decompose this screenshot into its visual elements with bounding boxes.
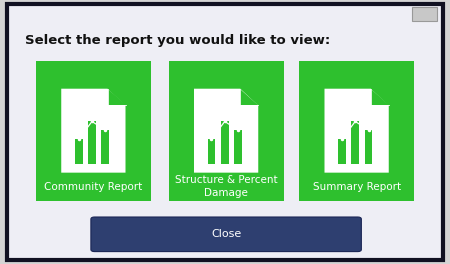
Bar (351, 121, 359, 164)
Polygon shape (240, 89, 258, 106)
Bar (101, 130, 109, 164)
Bar (75, 139, 83, 164)
FancyBboxPatch shape (36, 61, 151, 201)
Text: Community Report: Community Report (44, 182, 143, 192)
Polygon shape (324, 89, 389, 173)
Bar (221, 121, 229, 164)
Text: Summary Report: Summary Report (313, 182, 400, 192)
Bar (338, 139, 346, 164)
FancyBboxPatch shape (169, 61, 284, 201)
Bar (412, 7, 436, 21)
Bar (234, 130, 242, 164)
FancyBboxPatch shape (91, 217, 361, 252)
FancyBboxPatch shape (299, 61, 414, 201)
Bar (364, 130, 373, 164)
Text: Close: Close (211, 229, 241, 239)
Bar (88, 121, 96, 164)
Polygon shape (194, 89, 258, 173)
Text: Select the report you would like to view:: Select the report you would like to view… (25, 34, 330, 48)
Bar (207, 139, 216, 164)
Polygon shape (371, 89, 389, 106)
Polygon shape (108, 89, 126, 106)
Polygon shape (61, 89, 126, 173)
FancyBboxPatch shape (7, 4, 443, 260)
Text: Structure & Percent
Damage: Structure & Percent Damage (175, 176, 278, 198)
